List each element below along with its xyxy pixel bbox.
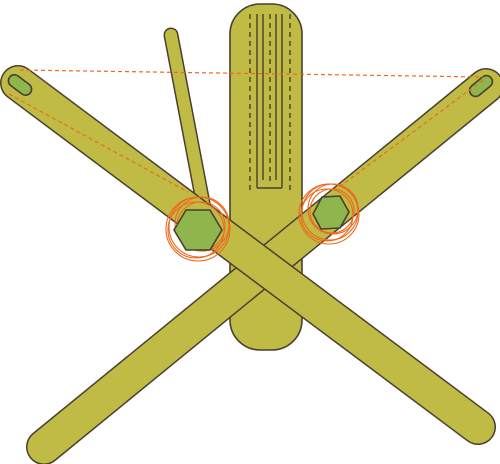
board-slot-lines [249, 14, 291, 190]
left-rotation-guide [165, 196, 231, 262]
left-hex-pivot [173, 209, 223, 251]
dashed-guide-lines [8, 69, 484, 193]
right-end-slot [468, 74, 494, 98]
thin-rod [163, 27, 215, 232]
right-hex-pivot [312, 195, 350, 230]
right-rotation-guide [298, 183, 360, 245]
diagonal-bar-upper-left-to-lower-right [0, 65, 496, 445]
left-end-slot [7, 73, 33, 97]
